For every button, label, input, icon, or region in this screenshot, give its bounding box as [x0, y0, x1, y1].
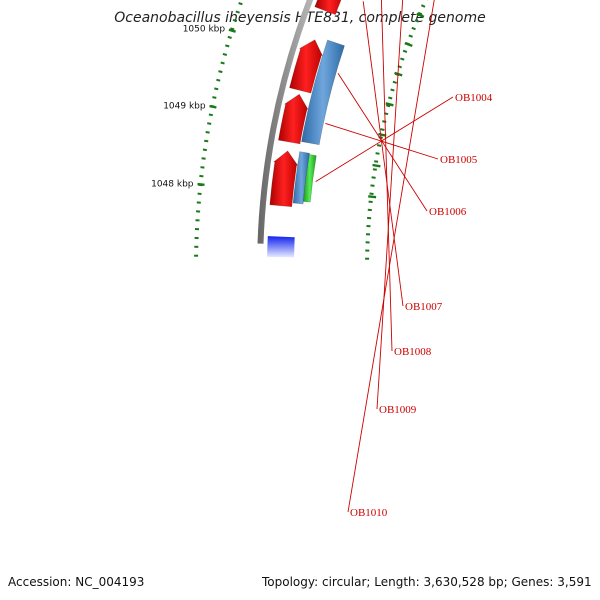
gene-ob1004-green — [302, 154, 317, 203]
outer-ring-dot — [201, 157, 206, 160]
kbp-tick-mark — [209, 104, 217, 109]
gene-ob1007-cds — [314, 0, 342, 15]
gene-leader-line — [376, 0, 404, 410]
outer-ring-dot — [214, 87, 219, 91]
gene-label: OB1007 — [405, 301, 443, 313]
kbp-tick-label: 1048 kbp — [151, 180, 194, 190]
outer-ring-dot — [235, 10, 240, 14]
genome-backbone — [257, 0, 314, 258]
outer-ring-dot — [205, 131, 210, 134]
top-blue-feature — [267, 236, 295, 258]
inner-ring-dot — [392, 80, 398, 84]
inner-ring-dot — [385, 104, 391, 108]
gene-label: OB1009 — [379, 404, 417, 416]
inner-tick-mark — [378, 132, 387, 137]
inner-ring-dot — [417, 11, 423, 16]
outer-ring-dot — [200, 166, 205, 169]
inner-ring-dot — [375, 152, 380, 155]
outer-ring-dot — [238, 2, 243, 6]
inner-ring-dot — [369, 192, 374, 195]
outer-ring-dot — [230, 27, 235, 31]
inner-tick-mark — [368, 195, 377, 199]
inner-ring-dot — [371, 176, 376, 179]
accession-text: Accession: NC_004193 — [8, 575, 145, 589]
gene-leader-line — [315, 96, 454, 182]
gene-ob1004-cds — [269, 150, 299, 208]
gene-ob1005-1006-blue — [301, 39, 345, 146]
gene-ob1006-cds — [289, 39, 323, 94]
inner-ring-dot — [390, 88, 395, 92]
inner-ring-dot — [376, 144, 382, 147]
kbp-tick-label: 1049 kbp — [163, 101, 206, 111]
outer-ring-dot — [212, 96, 217, 99]
inner-ring-dot — [388, 96, 393, 100]
kbp-tick-mark — [228, 28, 236, 33]
map-title: Oceanobacillus iheyensis HTE831, complet… — [114, 10, 486, 26]
gene-label: OB1010 — [350, 507, 388, 519]
inner-ring-dot — [382, 120, 387, 123]
outer-ring-dot — [202, 148, 207, 152]
gene-label: OB1008 — [394, 346, 432, 358]
outer-ring-dot — [204, 139, 209, 143]
inner-ring-dot — [402, 49, 408, 53]
gene-label: OB1004 — [455, 92, 493, 104]
outer-ring-dot — [216, 78, 221, 82]
outer-dotted-ring — [194, 2, 243, 257]
inner-ring-dot — [420, 4, 426, 8]
outer-ring-dot — [199, 174, 204, 178]
gene-leader-line — [362, 1, 404, 307]
outer-ring-dot — [208, 113, 213, 117]
kbp-tick-mark — [197, 182, 205, 186]
gene-features — [269, 0, 345, 208]
backbone-arc — [257, 0, 314, 244]
outer-ring-dot — [220, 61, 225, 65]
inner-tick-mark — [416, 12, 425, 19]
inner-tick-mark — [372, 163, 381, 168]
inner-ring-dot — [370, 184, 375, 187]
inner-tick-mark — [404, 41, 413, 48]
inner-ring-dot — [400, 57, 405, 61]
inner-ring-dot — [372, 168, 377, 171]
outer-ring-dot — [227, 35, 232, 39]
inner-ring-dot — [380, 128, 385, 131]
inner-ring-dot — [414, 19, 419, 23]
gene-leader-line — [337, 73, 428, 212]
inner-tick-mark — [385, 102, 394, 107]
gene-label: OB1005 — [440, 154, 478, 166]
genome-summary-text: Topology: circular; Length: 3,630,528 bp… — [262, 575, 592, 589]
inner-ring-dot — [411, 26, 416, 31]
outer-ring-dot — [232, 18, 238, 23]
inner-ring-dot — [374, 160, 379, 163]
outer-ring-dot — [222, 52, 228, 56]
outer-ring-dot — [207, 122, 212, 125]
gene-leader-line — [380, 0, 393, 352]
gene-ob1005-cds — [278, 93, 309, 145]
outer-ring-dot — [225, 44, 230, 48]
gene-label: OB1006 — [429, 206, 467, 218]
kbp-tick-label: 1050 kbp — [183, 25, 226, 35]
gene-labels: OB1004 OB1005 OB1006 OB1007 OB1008 OB1009 OB10… — [315, 0, 493, 519]
inner-ring-dot — [408, 34, 413, 38]
outer-ring-dot — [218, 70, 223, 74]
gene-leader-line — [347, 0, 435, 513]
